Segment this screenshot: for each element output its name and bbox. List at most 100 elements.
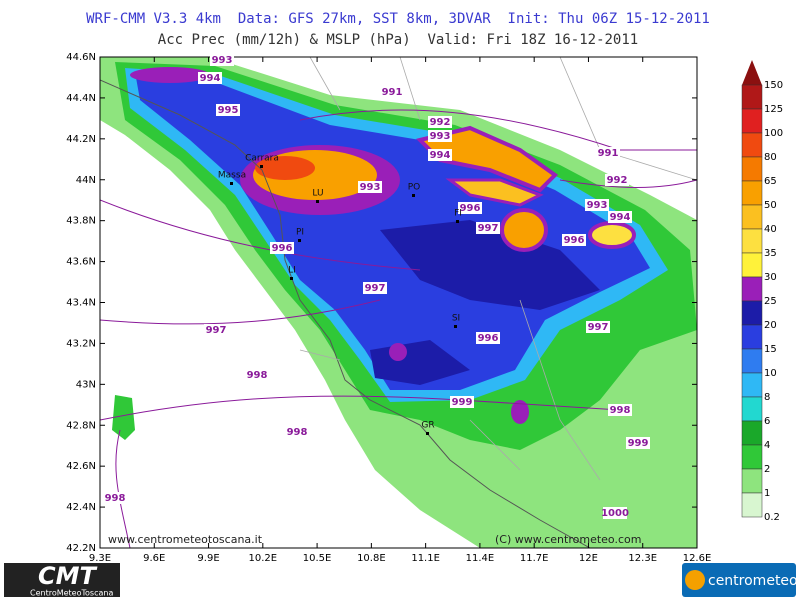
colorbar-box xyxy=(741,372,763,398)
isobar-label: 997 xyxy=(588,322,609,333)
isobar-box xyxy=(476,332,500,344)
city-label: GR xyxy=(421,421,434,431)
city-dot xyxy=(290,277,293,280)
isobar-box xyxy=(562,234,586,246)
colorbar-box xyxy=(741,156,763,182)
colorbar-box xyxy=(741,108,763,134)
city-label: LU xyxy=(312,189,323,199)
city-dot xyxy=(230,182,233,185)
city-label: SI xyxy=(452,314,460,324)
header-line1: WRF-CMM V3.3 4km Data: GFS 27km, SST 8km… xyxy=(86,11,710,27)
precip-cell xyxy=(511,400,529,424)
colorbar-label: 1 xyxy=(764,488,770,499)
colorbar-label: 10 xyxy=(764,368,777,379)
lat-label: 43.6N xyxy=(66,257,96,268)
precip-cell xyxy=(389,343,407,361)
coastline xyxy=(100,79,591,548)
logo-right-icon xyxy=(685,570,705,590)
city-label: PO xyxy=(408,183,421,193)
colorbar-label: 80 xyxy=(764,152,777,163)
logo-right-text: centrometeo xyxy=(708,573,798,589)
precip-cell xyxy=(130,67,210,83)
isobar-box xyxy=(210,54,234,66)
lat-label: 43.2N xyxy=(66,338,96,349)
isobar-box xyxy=(585,199,609,211)
isobar-box xyxy=(428,130,452,142)
city-label: LI xyxy=(288,266,296,276)
colorbar-label: 100 xyxy=(764,128,783,139)
lat-label: 44.4N xyxy=(66,93,96,104)
isobar-box xyxy=(363,282,387,294)
colorbar-box xyxy=(741,396,763,422)
isobar-label: 993 xyxy=(587,200,608,211)
isobar-label: 998 xyxy=(247,370,268,381)
header-line2: Acc Prec (mm/12h) & MSLP (hPa) Valid: Fr… xyxy=(158,32,638,48)
isobar-label: 999 xyxy=(628,438,649,449)
city-label: Massa xyxy=(218,171,246,181)
colorbar-box xyxy=(741,132,763,158)
map-area xyxy=(100,57,697,548)
colorbar-label: 50 xyxy=(764,200,777,211)
precip-cell xyxy=(500,208,548,252)
isobar-lines xyxy=(100,109,697,548)
isobar-box xyxy=(608,211,632,223)
isobar-label: 991 xyxy=(382,87,403,98)
isobar-label: 992 xyxy=(430,117,451,128)
logo-left xyxy=(4,563,120,597)
isobar-box xyxy=(626,437,650,449)
lat-label: 43.4N xyxy=(66,298,96,309)
isobar-box xyxy=(428,116,452,128)
isobar-box xyxy=(605,174,629,186)
isobar-label: 994 xyxy=(610,212,631,223)
isobar-box xyxy=(586,321,610,333)
lon-label: 9.6E xyxy=(143,553,165,564)
colorbar-label: 65 xyxy=(764,176,777,187)
isobar-label: 998 xyxy=(610,405,631,416)
isobar-box xyxy=(428,149,452,161)
colorbar-label: 150 xyxy=(764,80,783,91)
lon-label: 11.4E xyxy=(466,553,495,564)
isobar-label: 995 xyxy=(218,105,239,116)
colorbar-label: 25 xyxy=(764,296,777,307)
lat-label: 44.2N xyxy=(66,134,96,145)
colorbar-box xyxy=(741,228,763,254)
lat-label: 44.6N xyxy=(66,52,96,63)
lon-label: 11.1E xyxy=(411,553,440,564)
colorbar-label: 6 xyxy=(764,416,770,427)
precip-dark xyxy=(370,220,600,385)
isobar-label: 997 xyxy=(365,283,386,294)
lat-label: 43.8N xyxy=(66,216,96,227)
precip-cell xyxy=(588,221,636,249)
isobar-label: 993 xyxy=(212,55,233,66)
lat-label: 44N xyxy=(76,175,96,186)
city-dot xyxy=(454,325,457,328)
colorbar-box xyxy=(741,180,763,206)
precip-band2 xyxy=(445,178,544,207)
isobar-label: 998 xyxy=(287,427,308,438)
colorbar-box xyxy=(741,324,763,350)
city-dot xyxy=(426,432,429,435)
watermark: www.centrometeotoscana.it xyxy=(108,533,263,546)
lon-label: 10.2E xyxy=(249,553,278,564)
colorbar-label: 30 xyxy=(764,272,777,283)
lon-label: 10.8E xyxy=(357,553,386,564)
colorbar-box xyxy=(741,252,763,278)
isobar-box xyxy=(198,72,222,84)
lon-label: 12.6E xyxy=(683,553,712,564)
colorbar-label: 20 xyxy=(764,320,777,331)
lat-label: 43N xyxy=(76,379,96,390)
logo-right xyxy=(682,563,796,597)
lat-label: 42.4N xyxy=(66,502,96,513)
colorbar-arrow xyxy=(742,60,762,85)
isobar-label: 996 xyxy=(564,235,585,246)
isobar-label: 996 xyxy=(272,243,293,254)
isobar-box xyxy=(358,181,382,193)
city-label: PI xyxy=(296,228,304,238)
isobar-label: 994 xyxy=(200,73,221,84)
lon-label: 12.3E xyxy=(628,553,657,564)
colorbar-box xyxy=(741,276,763,302)
logo-left-title: CMT xyxy=(38,562,97,590)
lat-label: 42.8N xyxy=(66,420,96,431)
island-precip xyxy=(112,395,135,440)
